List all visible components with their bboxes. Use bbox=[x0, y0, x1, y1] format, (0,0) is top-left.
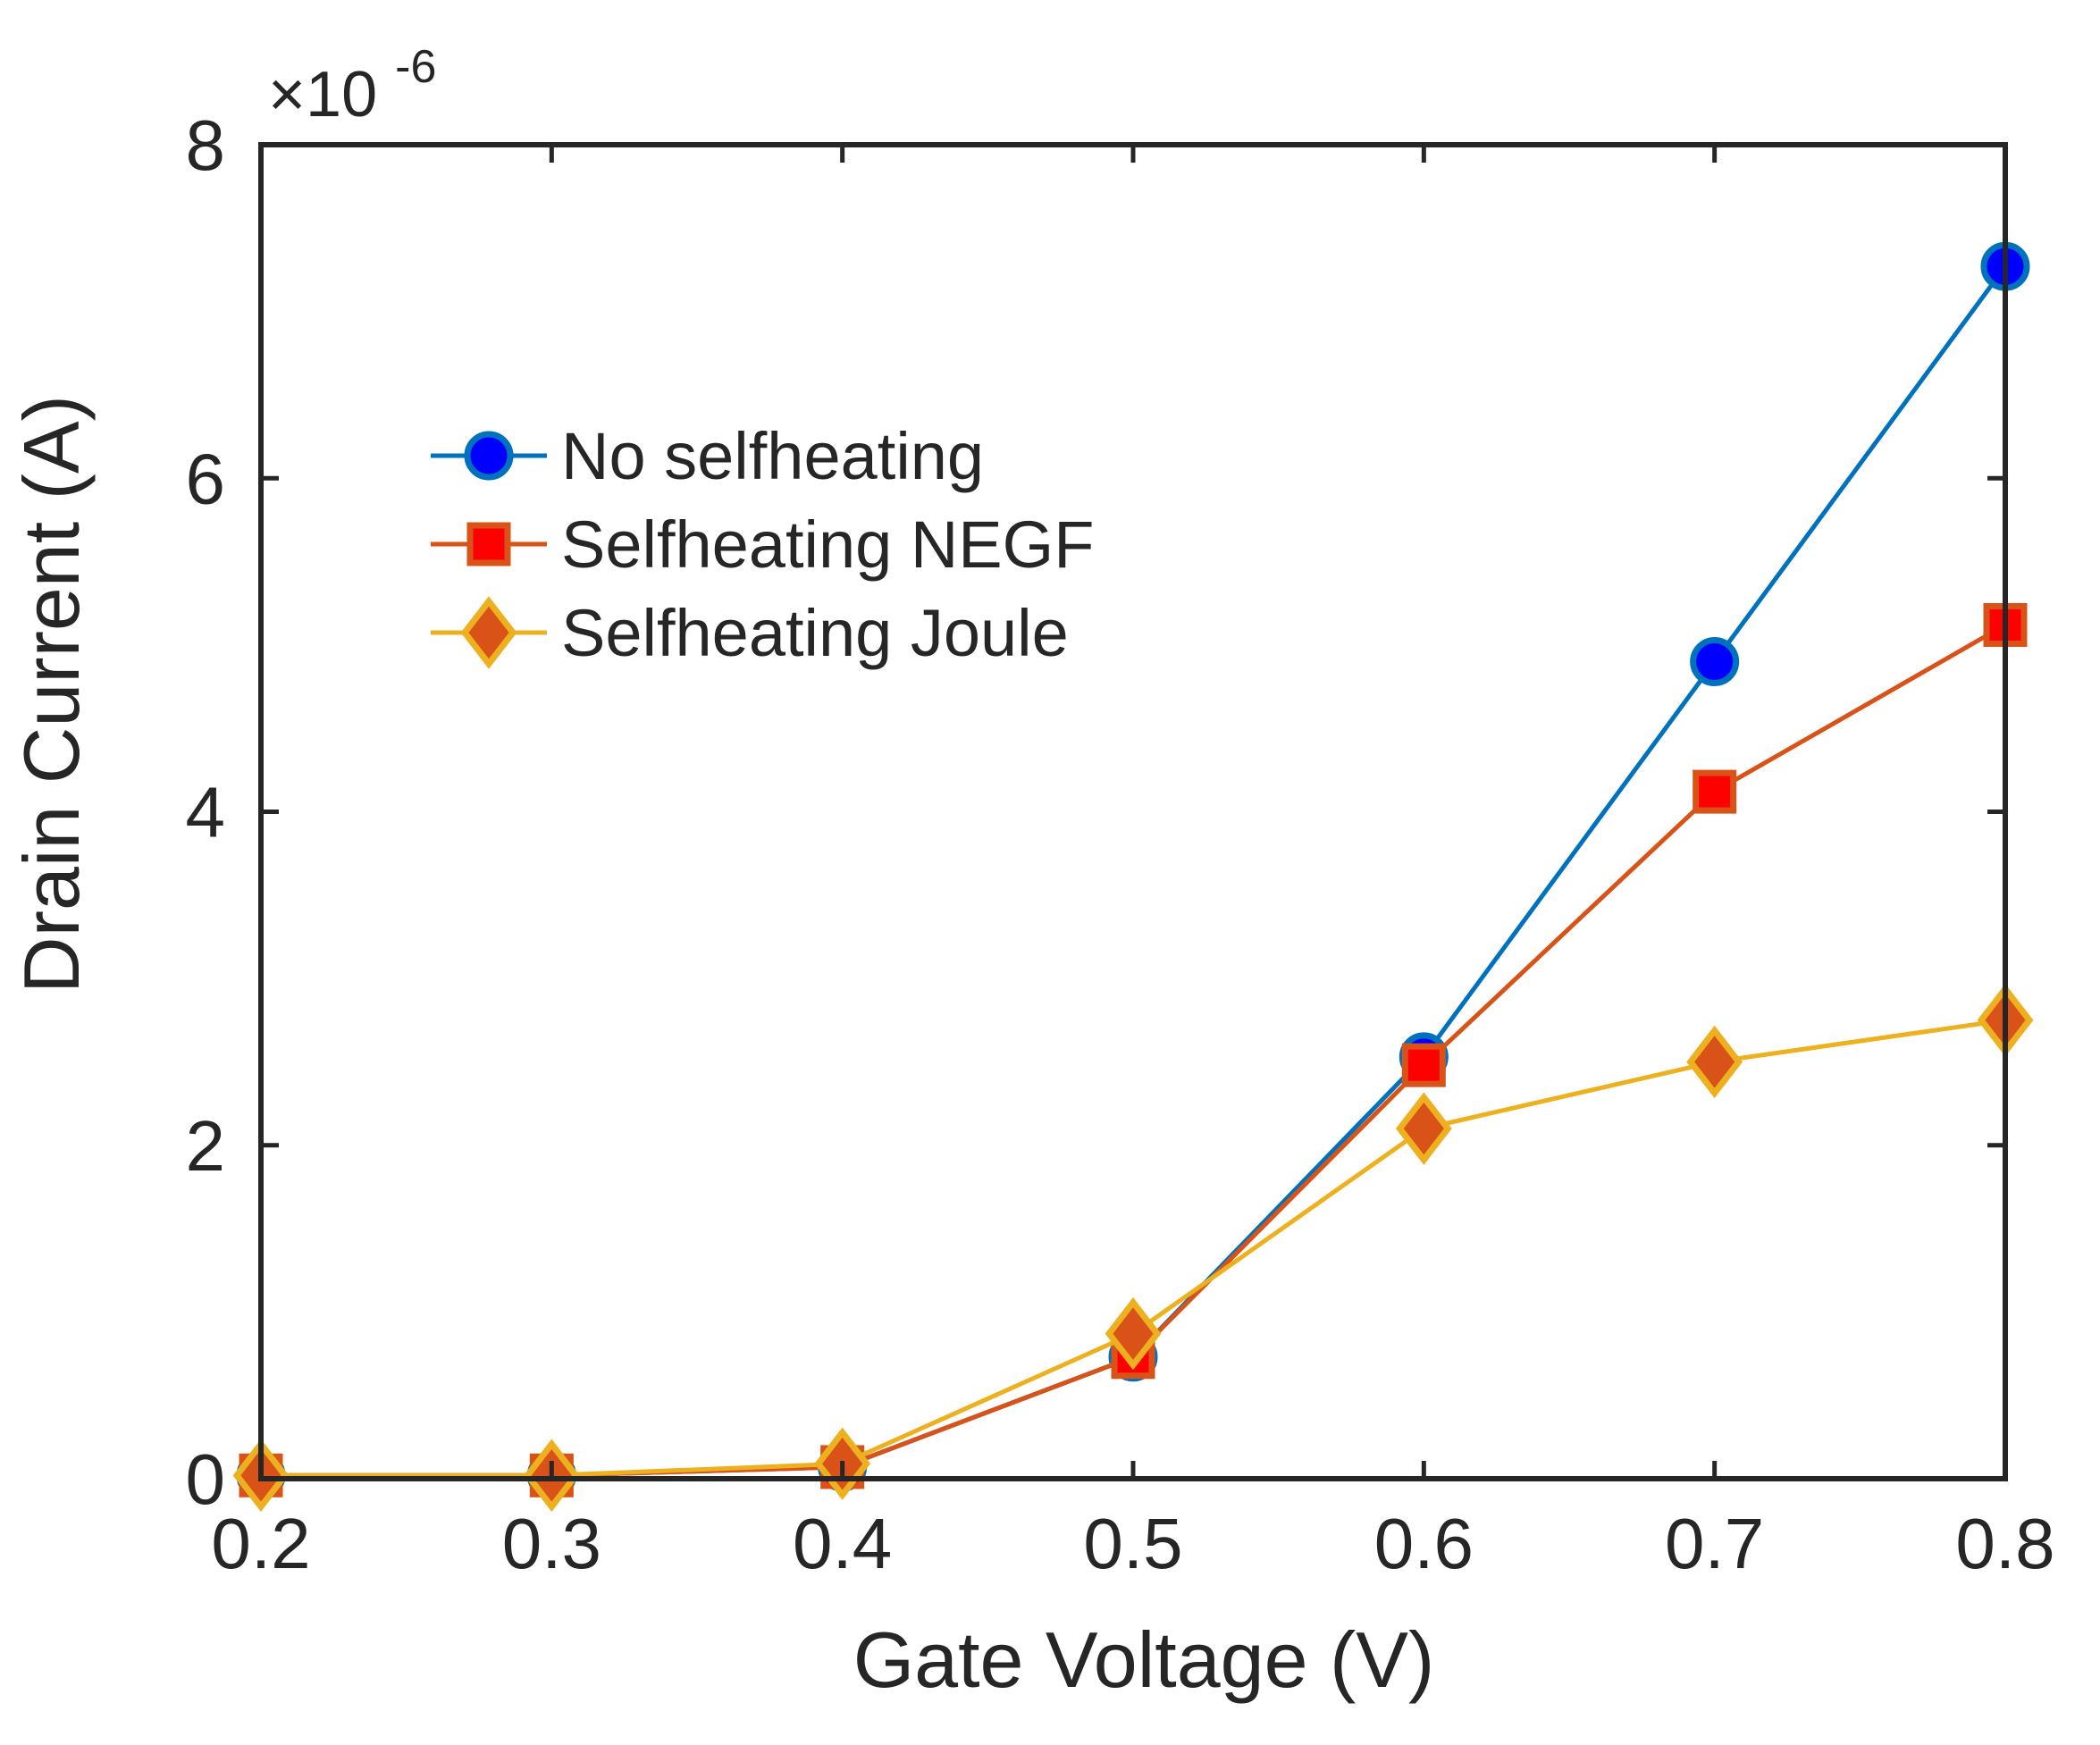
legend-marker-selfheating-joule bbox=[460, 596, 517, 669]
legend-marker-selfheating-negf bbox=[466, 522, 511, 566]
y-tick-label: 2 bbox=[186, 1106, 226, 1186]
legend-item-selfheating-joule: Selfheating Joule bbox=[431, 596, 1069, 670]
y-tick-label: 8 bbox=[186, 105, 226, 185]
legend-label-selfheating-joule: Selfheating Joule bbox=[561, 596, 1069, 670]
axes-layer: 0.2 0.3 0.4 0.5 0.6 0.7 0.8 0 2 4 6 8 bbox=[186, 105, 2055, 1583]
x-tick-label: 0.7 bbox=[1665, 1504, 1764, 1583]
y-axis-title: Drain Current (A) bbox=[7, 395, 96, 994]
legend-item-selfheating-negf: Selfheating NEGF bbox=[431, 508, 1094, 582]
legend-item-no-selfheating: No selfheating bbox=[431, 419, 984, 493]
legend-label-no-selfheating: No selfheating bbox=[561, 419, 984, 493]
legend-label-selfheating-negf: Selfheating NEGF bbox=[561, 508, 1094, 582]
y-tick-label: 0 bbox=[186, 1439, 226, 1519]
data-point-selfheating-negf-4 bbox=[1401, 1043, 1446, 1087]
plot-background bbox=[261, 145, 2005, 1479]
legend-marker-no-selfheating bbox=[464, 431, 514, 481]
plot-area bbox=[261, 145, 2005, 1479]
data-point-selfheating-negf-5 bbox=[1693, 769, 1737, 814]
x-tick-label: 0.2 bbox=[211, 1504, 310, 1583]
x-tick-label: 0.8 bbox=[1955, 1504, 2054, 1583]
legend: No selfheating Selfheating NEGF Selfheatin… bbox=[431, 419, 1094, 670]
x-tick-label: 0.5 bbox=[1083, 1504, 1182, 1583]
y-tick-label: 6 bbox=[186, 439, 226, 518]
y-axis-exponent-power: -6 bbox=[395, 41, 436, 93]
x-tick-label: 0.6 bbox=[1374, 1504, 1474, 1583]
x-tick-label: 0.3 bbox=[502, 1504, 601, 1583]
x-axis-title: Gate Voltage (V) bbox=[853, 1615, 1435, 1704]
y-axis-exponent: ×10 -6 bbox=[268, 41, 436, 130]
y-axis-exponent-base: ×10 bbox=[268, 59, 377, 130]
data-point-selfheating-joule-4 bbox=[1395, 1092, 1452, 1165]
data-point-no-selfheating-5 bbox=[1690, 637, 1740, 687]
x-tick-label: 0.4 bbox=[793, 1504, 892, 1583]
data-point-selfheating-joule-5 bbox=[1686, 1025, 1743, 1099]
data-point-selfheating-joule-3 bbox=[1105, 1296, 1162, 1371]
y-tick-label: 4 bbox=[186, 773, 226, 852]
